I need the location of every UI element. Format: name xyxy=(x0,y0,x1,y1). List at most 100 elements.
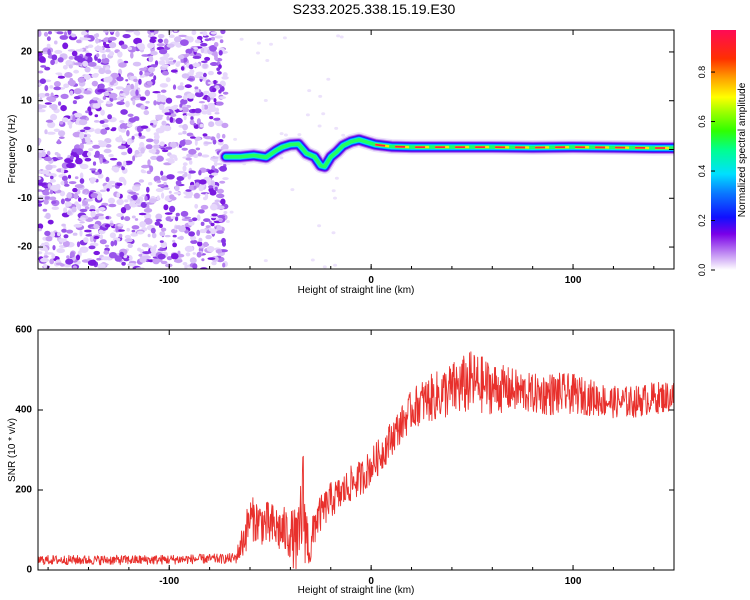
noise-blob xyxy=(199,179,207,185)
noise-blob xyxy=(152,257,160,265)
noise-blob xyxy=(119,92,126,96)
noise-blob xyxy=(110,240,115,247)
noise-blob xyxy=(78,197,82,202)
noise-blob xyxy=(113,239,118,246)
noise-blob xyxy=(59,263,65,267)
noise-blob xyxy=(82,189,86,194)
noise-blob xyxy=(107,114,112,120)
noise-blob xyxy=(183,195,193,199)
noise-blob xyxy=(130,83,134,90)
noise-blob xyxy=(202,63,208,69)
noise-blob xyxy=(73,192,79,200)
noise-blob xyxy=(195,147,201,151)
noise-blob xyxy=(84,198,94,202)
noise-blob xyxy=(217,239,222,243)
noise-blob xyxy=(57,156,63,160)
noise-blob xyxy=(43,156,53,162)
noise-blob xyxy=(136,198,141,204)
noise-blob xyxy=(179,107,183,111)
noise-blob xyxy=(89,177,97,183)
noise-blob xyxy=(88,245,96,250)
noise-blob xyxy=(99,239,107,245)
noise-blob xyxy=(121,151,128,156)
noise-blob xyxy=(65,258,74,265)
snr-series-line xyxy=(38,351,674,570)
noise-blob xyxy=(138,179,145,183)
noise-blob xyxy=(85,52,93,57)
noise-blob xyxy=(115,226,119,233)
noise-blob xyxy=(159,231,166,237)
noise-blob xyxy=(104,126,110,131)
spectrogram-y-tick-label: 10 xyxy=(21,95,33,106)
noise-blob xyxy=(191,217,198,222)
noise-blob xyxy=(75,157,83,165)
noise-blob xyxy=(120,207,127,214)
noise-blob xyxy=(203,196,208,201)
noise-blob xyxy=(122,160,127,168)
noise-blob xyxy=(145,127,151,132)
noise-blob xyxy=(190,239,198,244)
noise-blob xyxy=(263,259,268,263)
noise-blob xyxy=(62,240,70,247)
noise-blob xyxy=(43,255,49,258)
noise-blob xyxy=(145,144,153,150)
noise-blob xyxy=(98,67,106,75)
noise-blob xyxy=(131,229,136,233)
noise-blob xyxy=(199,123,204,128)
noise-blob xyxy=(133,116,140,121)
noise-blob xyxy=(177,54,185,60)
noise-blob xyxy=(38,182,47,186)
noise-blob xyxy=(45,164,53,171)
noise-blob xyxy=(104,224,111,228)
noise-blob xyxy=(54,49,63,54)
noise-blob xyxy=(218,96,226,100)
noise-blob xyxy=(202,31,208,37)
noise-blob xyxy=(164,212,173,215)
noise-blob xyxy=(43,31,49,37)
noise-blob xyxy=(192,252,196,255)
noise-blob xyxy=(203,136,212,139)
noise-blob xyxy=(100,128,108,135)
noise-blob xyxy=(206,230,211,234)
noise-blob xyxy=(175,180,182,186)
noise-blob xyxy=(95,37,99,44)
noise-blob xyxy=(81,31,88,36)
noise-blob xyxy=(119,120,125,123)
noise-blob xyxy=(159,240,164,243)
noise-blob xyxy=(87,259,97,266)
noise-blob xyxy=(210,62,218,66)
noise-blob xyxy=(188,160,193,165)
noise-blob xyxy=(50,175,54,180)
noise-blob xyxy=(326,77,331,81)
noise-blob xyxy=(64,201,72,207)
noise-blob xyxy=(208,91,217,98)
noise-blob xyxy=(38,109,46,113)
noise-blob xyxy=(92,103,101,109)
spectrogram-y-axis-label: Frequency (Hz) xyxy=(7,115,18,184)
noise-blob xyxy=(187,173,192,180)
colorbar-tick-label: 0.0 xyxy=(697,264,707,277)
noise-blob xyxy=(190,235,197,241)
noise-blob xyxy=(67,79,76,86)
noise-blob xyxy=(186,36,194,43)
noise-blob xyxy=(212,158,219,163)
noise-blob xyxy=(98,83,105,90)
noise-blob xyxy=(130,89,137,97)
snr-x-tick-label: -100 xyxy=(159,576,179,587)
noise-blob xyxy=(43,196,51,200)
noise-blob xyxy=(307,89,312,93)
noise-blob xyxy=(213,52,218,59)
noise-blob xyxy=(190,116,194,121)
noise-blob xyxy=(139,141,145,149)
noise-blob xyxy=(88,147,94,152)
noise-blob xyxy=(283,133,288,137)
noise-blob xyxy=(57,75,65,79)
noise-blob xyxy=(172,242,178,248)
noise-blob xyxy=(185,157,192,161)
noise-blob xyxy=(94,150,100,157)
noise-blob xyxy=(38,70,44,74)
noise-blob xyxy=(186,93,196,99)
colorbar-ticks: 0.0 0.2 0.4 0.6 0.8 xyxy=(697,66,715,276)
noise-blob xyxy=(92,161,97,166)
